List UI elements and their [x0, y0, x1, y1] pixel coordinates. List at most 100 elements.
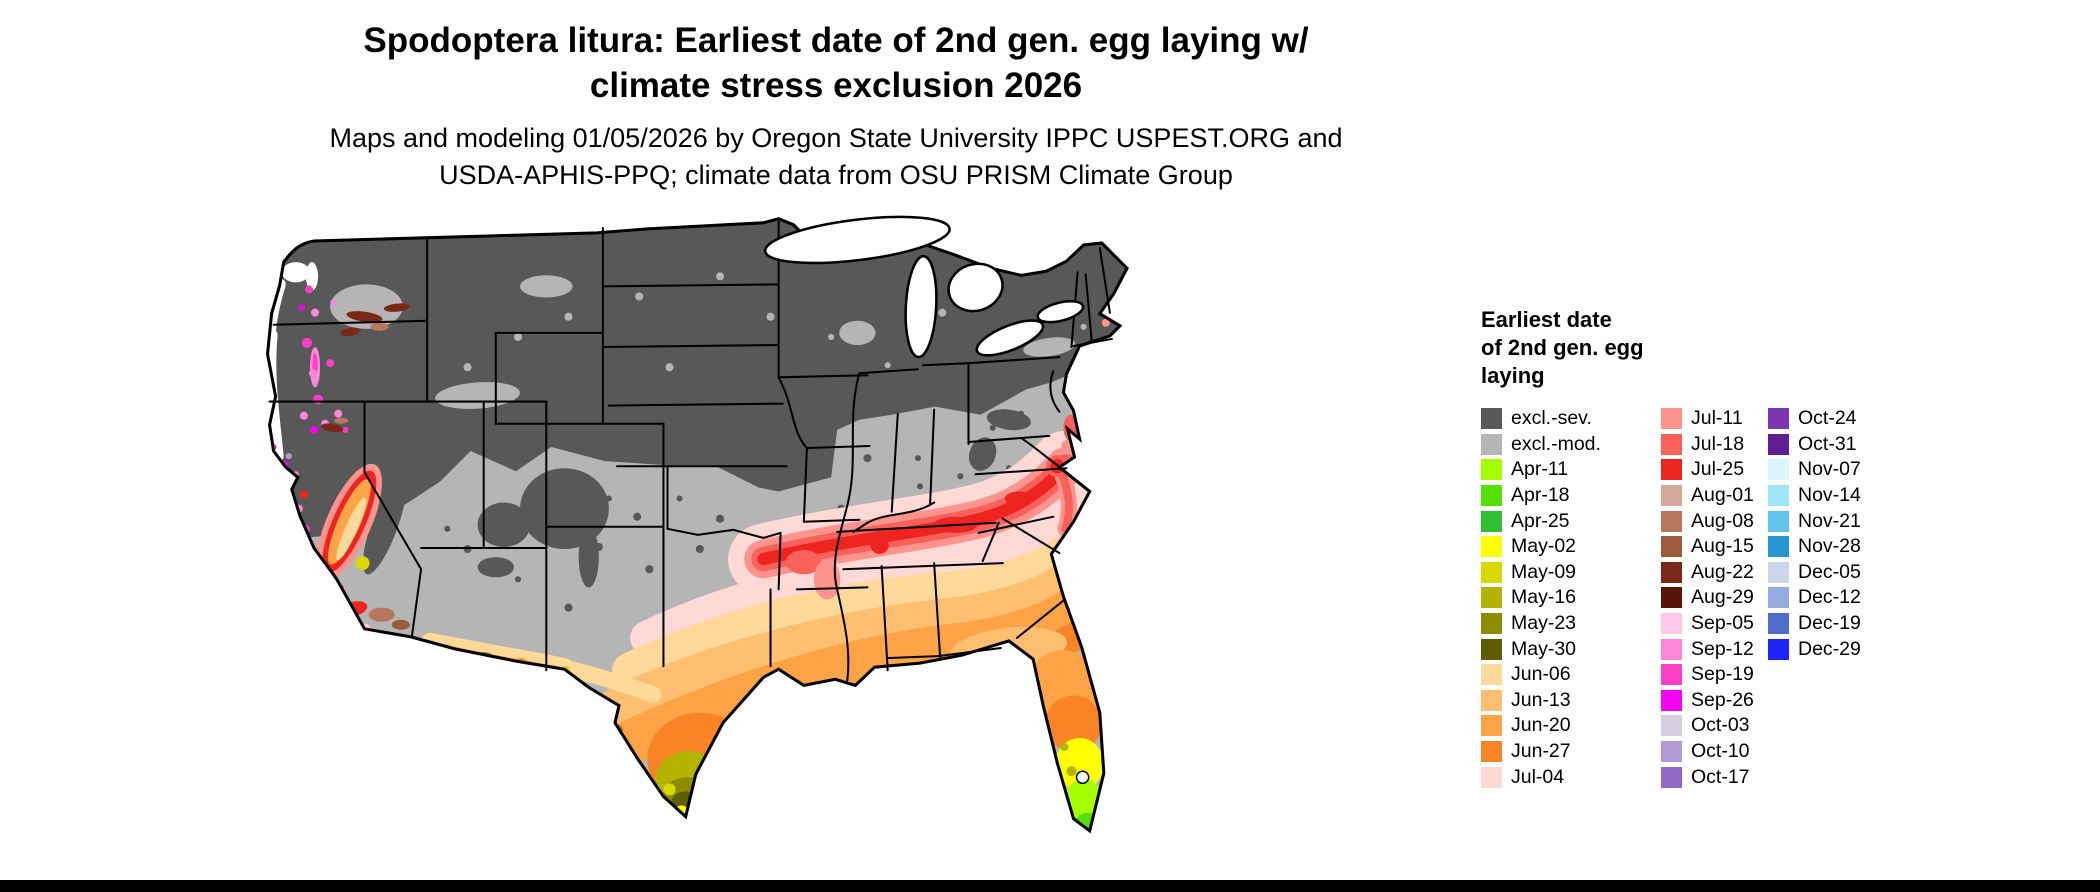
legend-item-label: Jul-11 [1691, 407, 1743, 430]
region-red-band [728, 312, 1116, 600]
legend-swatch [1661, 510, 1682, 532]
legend-swatch [1768, 510, 1789, 532]
legend-item-label: May-09 [1511, 560, 1577, 583]
legend-swatch [1768, 613, 1789, 635]
legend-item: Apr-11 [1481, 457, 1601, 483]
legend-swatch [1661, 536, 1682, 558]
legend-item-label: Oct-31 [1798, 432, 1857, 455]
legend-swatch [1661, 587, 1682, 609]
legend-swatch [1481, 433, 1502, 455]
legend-item-label: Jul-04 [1511, 765, 1565, 788]
legend-item: excl.-mod. [1481, 432, 1601, 458]
legend-item-label: Sep-12 [1691, 637, 1754, 660]
legend-swatch [1481, 459, 1502, 481]
map-fill-layer [267, 218, 1128, 831]
legend-item-label: Jun-13 [1511, 688, 1571, 711]
legend-swatch [1768, 638, 1789, 660]
legend-column: Jul-11 Jul-18 Jul-25 Aug-01 Aug-08 Aug-15 Aug-… [1661, 406, 1754, 790]
legend-item-label: Aug-22 [1691, 560, 1754, 583]
legend-swatch [1481, 561, 1502, 583]
legend-item-label: Apr-18 [1511, 484, 1570, 507]
legend-item: May-16 [1481, 585, 1601, 611]
legend-item-label: Sep-05 [1691, 612, 1754, 635]
us-map [213, 213, 1425, 881]
legend-item-label: Oct-17 [1691, 765, 1750, 788]
great-lakes [763, 215, 1085, 359]
legend-item: Oct-17 [1661, 764, 1754, 790]
legend-item: Aug-01 [1661, 483, 1754, 509]
legend-item-label: Nov-07 [1798, 458, 1861, 481]
legend-swatch [1481, 587, 1502, 609]
legend-swatch [1481, 485, 1502, 507]
legend-item: Jun-20 [1481, 713, 1601, 739]
legend-column: Oct-24 Oct-31 Nov-07 Nov-14 Nov-21 Nov-28 Dec-… [1768, 406, 1861, 662]
legend-item: Oct-10 [1661, 739, 1754, 765]
legend-swatch [1481, 510, 1502, 532]
legend-title-line3: laying [1481, 363, 1545, 388]
legend-item-label: Sep-19 [1691, 663, 1754, 686]
legend-item: Dec-05 [1768, 560, 1861, 586]
legend-item: Aug-08 [1661, 508, 1754, 534]
legend-item-label: Jun-20 [1511, 714, 1571, 737]
bottom-bar [0, 880, 2100, 892]
legend-item-label: Apr-11 [1511, 458, 1569, 481]
legend-item: Dec-12 [1768, 585, 1861, 611]
map-subtitle-line2: USDA-APHIS-PPQ; climate data from OSU PR… [439, 160, 1233, 190]
legend-item: Dec-19 [1768, 611, 1861, 637]
legend-item-label: Jun-06 [1511, 663, 1571, 686]
legend-item: Jul-25 [1661, 457, 1754, 483]
legend-item-label: May-02 [1511, 535, 1577, 558]
legend-item-label: Aug-15 [1691, 535, 1754, 558]
legend-item-label: Jul-18 [1691, 432, 1745, 455]
legend-swatch [1661, 408, 1682, 430]
legend-swatch [1481, 408, 1502, 430]
legend-item: May-02 [1481, 534, 1601, 560]
us-map-svg [266, 215, 1129, 834]
legend-item: Jul-11 [1661, 406, 1754, 432]
legend-item-label: Dec-19 [1798, 612, 1861, 635]
legend-item: Nov-21 [1768, 508, 1861, 534]
legend-swatch [1481, 741, 1502, 763]
legend-item-label: Dec-05 [1798, 560, 1861, 583]
map-title-line2: climate stress exclusion 2026 [589, 66, 1083, 105]
legend-item: Jun-13 [1481, 688, 1601, 714]
legend-swatch [1661, 715, 1682, 737]
us-outline [266, 217, 1129, 834]
legend-item: Jun-06 [1481, 662, 1601, 688]
legend-title-line2: of 2nd gen. egg [1481, 335, 1644, 360]
map-title-line1: Spodoptera litura: Earliest date of 2nd … [363, 21, 1309, 60]
legend-swatch [1661, 638, 1682, 660]
legend-swatch [1661, 459, 1682, 481]
title-block: Spodoptera litura: Earliest date of 2nd … [0, 18, 1672, 194]
legend-item-label: May-23 [1511, 612, 1577, 635]
legend-item-label: Jul-25 [1691, 458, 1745, 481]
legend-swatch [1768, 408, 1789, 430]
legend-swatch [1768, 536, 1789, 558]
legend-swatch [1481, 664, 1502, 686]
legend-item-label: Sep-26 [1691, 688, 1754, 711]
legend-swatch [1481, 536, 1502, 558]
legend-item: Aug-29 [1661, 585, 1754, 611]
legend-swatch [1768, 459, 1789, 481]
legend-swatch [1661, 766, 1682, 788]
legend-swatch [1661, 741, 1682, 763]
legend-swatch [1481, 766, 1502, 788]
legend-swatch [1661, 561, 1682, 583]
legend-swatch [1768, 485, 1789, 507]
legend-item: Sep-19 [1661, 662, 1754, 688]
legend-item-label: Aug-08 [1691, 509, 1754, 532]
legend-swatch [1768, 433, 1789, 455]
legend-item-label: Dec-29 [1798, 637, 1861, 660]
legend-item: Sep-12 [1661, 636, 1754, 662]
legend-swatch [1661, 664, 1682, 686]
legend-swatch [1481, 715, 1502, 737]
legend-item: Nov-14 [1768, 483, 1861, 509]
legend-item: Jun-27 [1481, 739, 1601, 765]
legend-item: Jul-04 [1481, 764, 1601, 790]
legend-item: Oct-03 [1661, 713, 1754, 739]
legend-item: Nov-07 [1768, 457, 1861, 483]
legend-item: Apr-25 [1481, 508, 1601, 534]
legend-item: Apr-18 [1481, 483, 1601, 509]
legend-swatch [1481, 613, 1502, 635]
legend-item: Jul-18 [1661, 432, 1754, 458]
